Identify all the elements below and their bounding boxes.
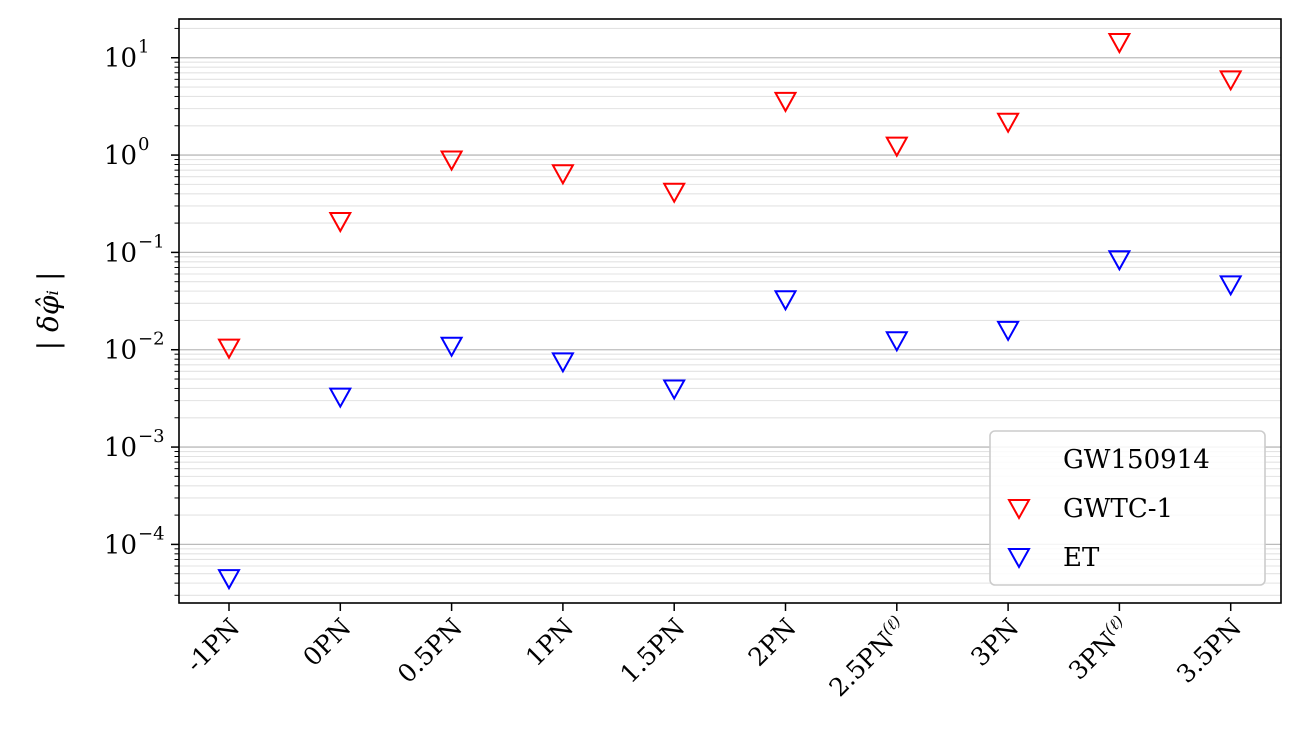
y-tick-exponent: −2 <box>138 329 165 350</box>
marker-et <box>773 290 798 312</box>
marker-gwtc-1 <box>996 112 1020 134</box>
x-tick-label: 1.5PN <box>614 613 690 689</box>
marker-et <box>328 387 352 409</box>
marker-gwtc-1 <box>328 212 352 234</box>
x-tick-label: 3.5PN <box>1171 613 1247 689</box>
y-tick-base: 10 <box>104 238 137 268</box>
y-tick-base: 10 <box>104 433 137 463</box>
marker-et <box>662 379 686 401</box>
marker-et <box>217 569 241 591</box>
y-tick-label: 10 −3 <box>104 426 165 463</box>
x-tick-label-text: 3.5PN <box>1171 613 1247 689</box>
y-tick-exponent: 1 <box>138 37 149 58</box>
y-tick-exponent: 0 <box>138 134 149 155</box>
marker-gwtc-1 <box>773 91 798 113</box>
y-tick-label: 10 −1 <box>104 231 165 268</box>
x-tick-label: 2.5PN(ℓ) <box>822 611 913 702</box>
x-tick-label-text: 1PN <box>520 613 579 672</box>
x-tick-label-text: 0.5PN <box>392 613 468 689</box>
plot-frame <box>178 18 1282 604</box>
marker-gwtc-1 <box>1107 33 1132 55</box>
x-tick-label-text: -1PN <box>180 613 245 678</box>
x-tick-label-text: 2PN <box>743 613 802 672</box>
x-tick-label-text: 3PN(ℓ) <box>1062 611 1136 685</box>
x-tick-label: -1PN <box>180 613 245 678</box>
y-tick-base: 10 <box>104 530 137 560</box>
marker-gwtc-1 <box>885 136 909 158</box>
x-tick-label-text: 0PN <box>297 613 356 672</box>
legend-label: GWTC-1 <box>1063 494 1173 524</box>
marker-et <box>996 320 1020 342</box>
marker-et <box>551 352 575 374</box>
x-tick-label: 2PN <box>743 613 802 672</box>
marker-et <box>1107 250 1132 272</box>
x-axis: -1PN 0PN 0.5PN 1PN 1.5PN 2PN 2.5PN(ℓ) 3PN 3PN(ℓ)… <box>180 603 1247 702</box>
legend-marker <box>1007 499 1031 521</box>
y-tick-exponent: −4 <box>138 523 165 544</box>
y-tick-base: 10 <box>104 141 137 171</box>
y-tick-label: 10 −4 <box>104 523 165 560</box>
marker-gwtc-1 <box>217 338 241 360</box>
legend-label: GW150914 <box>1063 445 1210 475</box>
x-tick-label: 0PN <box>297 613 356 672</box>
x-tick-label: 3PN(ℓ) <box>1062 611 1136 685</box>
y-tick-exponent: −3 <box>138 426 165 447</box>
y-tick-exponent: −1 <box>138 231 165 252</box>
legend-label: ET <box>1063 543 1100 573</box>
x-tick-label: 1PN <box>520 613 579 672</box>
y-tick-base: 10 <box>104 44 137 74</box>
x-tick-label-text: 2.5PN(ℓ) <box>822 611 913 702</box>
marker-et <box>1219 275 1243 297</box>
marker-gwtc-1 <box>439 150 464 172</box>
x-tick-label: 0.5PN <box>392 613 468 689</box>
y-tick-label: 10 0 <box>104 134 150 171</box>
x-tick-label-text: 3PN <box>965 613 1024 672</box>
y-axis-label: | δφ̂ᵢ | <box>32 272 65 351</box>
marker-et <box>885 331 909 353</box>
y-tick-base: 10 <box>104 336 137 366</box>
legend-marker <box>1007 548 1031 570</box>
marker-gwtc-1 <box>662 182 686 204</box>
marker-gwtc-1 <box>1219 70 1243 92</box>
x-tick-label-text: 1.5PN <box>614 613 690 689</box>
legend-box <box>989 430 1266 586</box>
marker-et <box>439 336 464 358</box>
data-markers <box>217 33 1243 591</box>
legend: GW150914 GWTC-1 ET <box>989 430 1266 586</box>
marker-gwtc-1 <box>551 164 575 186</box>
y-tick-label: 10 −2 <box>104 329 165 366</box>
x-tick-label: 3PN <box>965 613 1024 672</box>
y-tick-label: 10 1 <box>104 37 150 74</box>
